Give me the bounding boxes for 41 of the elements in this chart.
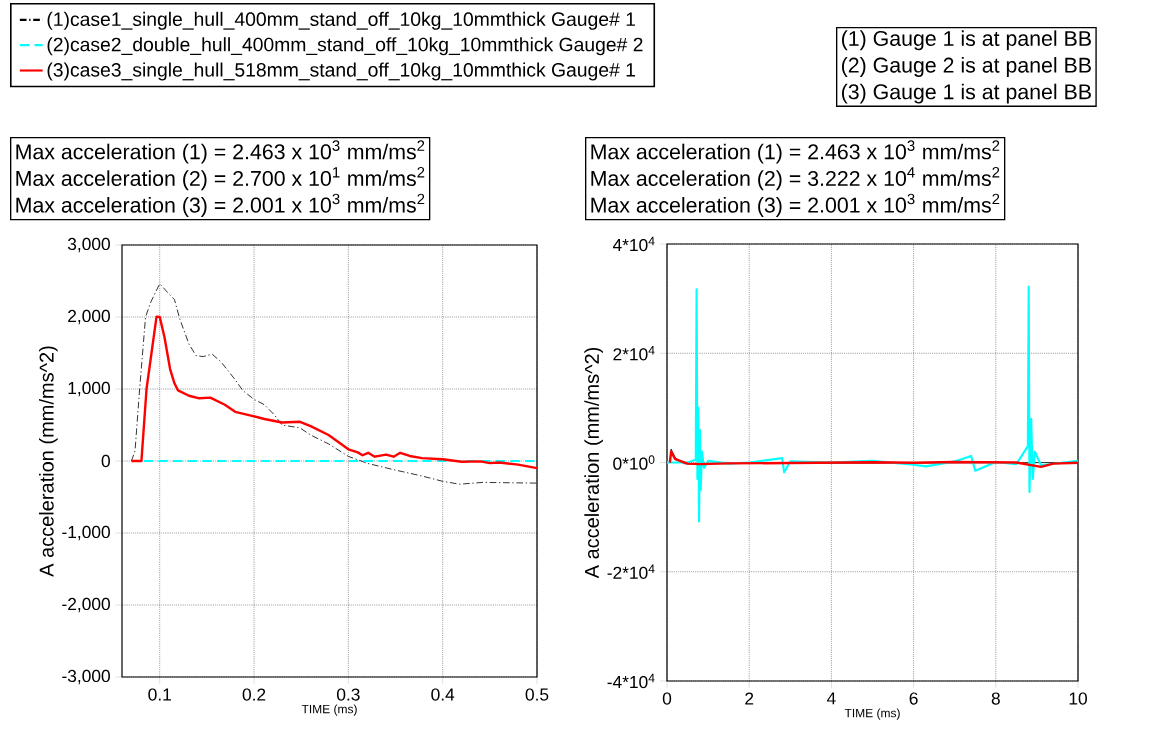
y-tick-label: -4*10$^{4}$ [607,673,655,689]
x-tick-label: 0 [662,692,672,705]
legend-label: (3)case3_single_hull_518mm_stand_off_10kg_10mmthick Gauge# 1 [47,62,635,81]
x-tick-label: 0.2 [242,688,266,701]
line-series [130,315,539,470]
x-tick-label: 0.4 [431,688,455,701]
x-tick-label: 8 [991,692,1000,705]
y-tick-label: 3,000 [67,237,110,253]
y-tick-label: 2*10$^{4}$ [613,346,655,361]
x-axis-title: TIME (ms) [301,704,357,716]
x-tick-label: 4 [826,692,836,705]
text: Max acceleration (1) = 2.463 x 10$^{3}$ mm/ms$^{2}$ [591,140,1000,164]
x-tick-label: 2 [745,692,754,705]
x-tick-label: 6 [909,692,918,705]
x-tick-label: 0.3 [336,688,360,701]
y-tick-label: 2,000 [68,309,110,325]
y-axis-title: A acceleration (mm/ms^2) [584,347,603,579]
y-tick-label: 0 [101,454,110,468]
text: Max acceleration (3) = 2.001 x 10$^{3}$ mm/ms$^{2}$ [16,193,425,217]
text: Max acceleration (2) = 3.222 x 10$^{4}$ mm/ms$^{2}$ [591,167,1000,191]
legend-label: (1)case1_single_hull_400mm_stand_off_10kg_10mmthick Gauge# 1 [47,11,635,30]
y-axis-title: A acceleration (mm/ms^2) [39,346,58,577]
x-axis-title: TIME (ms) [844,708,900,720]
line-series [668,450,1080,469]
text: Max acceleration (1) = 2.463 x 10$^{3}$ mm/ms$^{2}$ [16,140,425,164]
text: (3) Gauge 1 is at panel BB [841,83,1091,104]
x-tick-label: 10 [1069,692,1087,705]
legend-label: (2)case2_double_hull_400mm_stand_off_10kg_10mmthick Gauge# 2 [47,37,643,56]
x-tick-label: 0.5 [525,688,549,701]
y-tick-label: 0*10$^{0}$ [613,455,655,470]
text: (2) Gauge 2 is at panel BB [841,57,1091,77]
y-tick-label: -2,000 [62,597,110,613]
y-tick-label: 1,000 [68,381,110,397]
text: (1) Gauge 1 is at panel BB [841,30,1091,51]
x-tick-label: 0.1 [148,688,171,701]
y-tick-label: -3,000 [62,669,110,685]
text: Max acceleration (3) = 2.001 x 10$^{3}$ mm/ms$^{2}$ [591,193,1000,217]
y-tick-label: -1,000 [62,525,110,541]
y-tick-label: 4*10$^{4}$ [612,236,655,252]
y-tick-label: -2*10$^{4}$ [607,564,655,579]
text: Max acceleration (2) = 2.700 x 10$^{1}$ mm/ms$^{2}$ [16,167,425,191]
